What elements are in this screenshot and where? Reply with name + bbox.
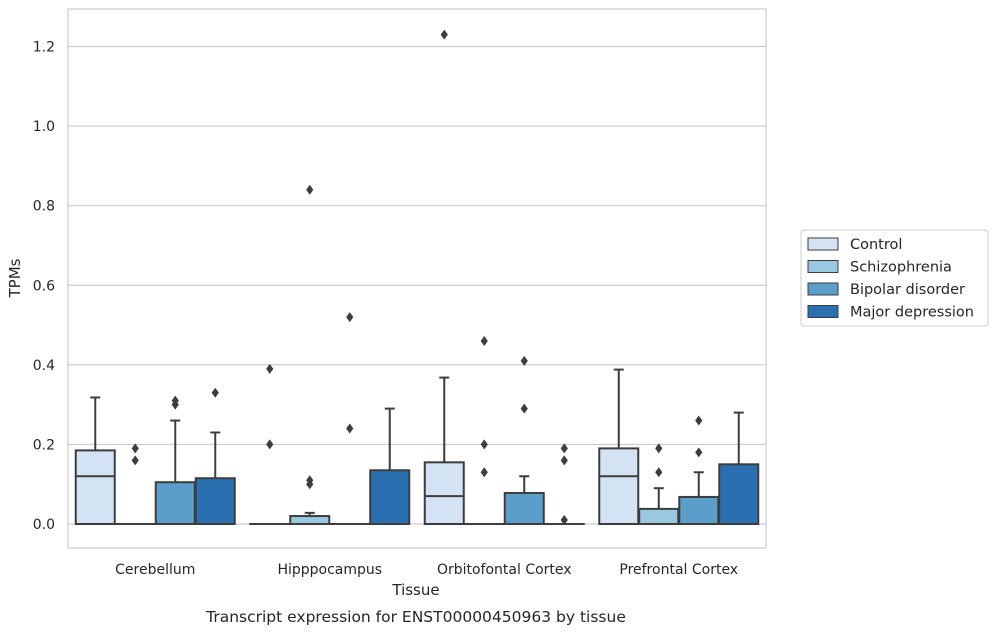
- box: [598, 447, 640, 526]
- box: [74, 449, 116, 525]
- box-group: [638, 443, 680, 526]
- boxes: [74, 29, 760, 526]
- box-group: [289, 184, 331, 526]
- box-group: [194, 387, 236, 526]
- outlier-point: [266, 363, 274, 374]
- legend: Control Schizophrenia Bipolar disorder Majo…: [800, 229, 989, 327]
- box-group: [543, 443, 585, 526]
- gridlines: [68, 45, 766, 525]
- x-tick-label: Cerebellum: [115, 562, 195, 578]
- chart-caption: Transcript expression for ENST0000045096…: [205, 608, 626, 626]
- outlier-point: [655, 443, 663, 454]
- box: [678, 495, 720, 526]
- y-tick-label: 0.6: [33, 278, 55, 294]
- box: [718, 463, 760, 525]
- y-tick-label: 0.8: [33, 199, 55, 215]
- outlier-point: [560, 515, 568, 526]
- box-group: [154, 395, 196, 525]
- outlier-point: [695, 415, 703, 426]
- outlier-point: [131, 443, 139, 454]
- legend-label: Schizophrenia: [850, 260, 952, 276]
- outlier-point: [480, 467, 488, 478]
- box-group: [678, 415, 720, 526]
- legend-swatch: [807, 237, 839, 251]
- y-tick-label: 0.0: [33, 517, 55, 533]
- box: [638, 507, 680, 526]
- x-tick-label: Hipppocampus: [277, 562, 382, 578]
- box-group: [369, 407, 411, 525]
- x-axis-label: Tissue: [391, 581, 439, 599]
- outlier-point: [306, 184, 314, 195]
- box-group: [423, 29, 465, 525]
- outlier-point: [171, 399, 179, 410]
- outlier-point: [211, 387, 219, 398]
- x-tick-label: Prefrontal Cortex: [619, 562, 738, 578]
- box: [289, 515, 331, 526]
- box: [154, 481, 196, 525]
- outlier-point: [440, 29, 448, 40]
- box: [503, 491, 545, 525]
- outlier-point: [306, 479, 314, 490]
- legend-label: Major depression: [850, 305, 974, 321]
- outlier-point: [520, 355, 528, 366]
- x-tick-label: Orbitofontal Cortex: [437, 562, 572, 578]
- box-group: [329, 312, 371, 526]
- legend-label: Control: [850, 237, 902, 253]
- y-axis-ticks: 0.0 0.2 0.4 0.6 0.8 1.0 1.2: [33, 40, 55, 534]
- y-tick-label: 1.2: [33, 40, 55, 56]
- outlier-point: [346, 312, 354, 323]
- box-group: [718, 411, 760, 525]
- outlier-point: [695, 447, 703, 458]
- box: [423, 461, 465, 525]
- outlier-point: [480, 439, 488, 450]
- outlier-point: [346, 423, 354, 434]
- outlier-point: [560, 455, 568, 466]
- y-tick-label: 0.4: [33, 358, 55, 374]
- x-axis-ticks: Cerebellum Hipppocampus Orbitofontal Corte…: [115, 562, 738, 578]
- outlier-point: [655, 467, 663, 478]
- y-tick-label: 0.2: [33, 437, 55, 453]
- y-tick-label: 1.0: [33, 119, 55, 135]
- box: [194, 477, 236, 526]
- box-group: [503, 355, 545, 525]
- box-group: [598, 368, 640, 526]
- plot-frame: [67, 8, 767, 549]
- legend-swatch: [807, 260, 839, 273]
- outlier-point: [480, 335, 488, 346]
- legend-swatch: [807, 305, 839, 318]
- box-group: [114, 443, 156, 526]
- outlier-point: [131, 455, 139, 466]
- legend-swatch: [807, 282, 839, 296]
- legend-frame: [800, 229, 989, 327]
- box-group: [74, 396, 116, 525]
- outlier-point: [560, 443, 568, 454]
- legend-label: Bipolar disorder: [850, 282, 965, 298]
- outlier-point: [266, 439, 274, 450]
- outlier-point: [520, 403, 528, 414]
- y-axis-label: TPMs: [6, 258, 24, 298]
- box-group: [463, 335, 505, 526]
- box: [369, 469, 411, 525]
